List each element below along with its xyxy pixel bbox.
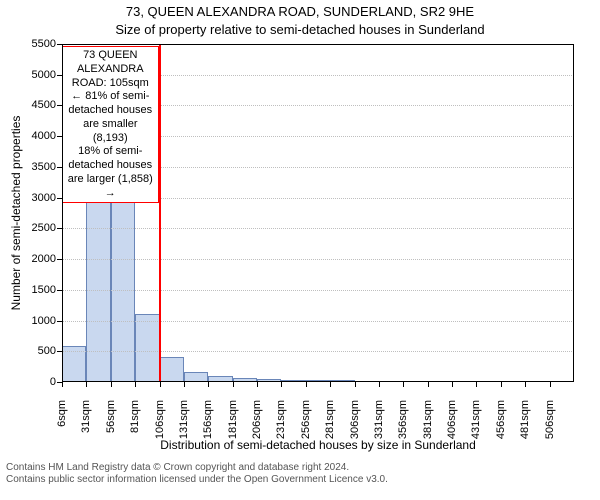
x-tick-mark bbox=[525, 382, 526, 387]
plot-area: 73 QUEEN ALEXANDRA ROAD: 105sqm ← 81% of… bbox=[62, 44, 574, 382]
y-tick-label: 4000 bbox=[32, 130, 62, 142]
x-tick-label: 331sqm bbox=[373, 394, 385, 439]
x-tick-label: 431sqm bbox=[470, 394, 482, 439]
footer-line2: Contains public sector information licen… bbox=[6, 474, 388, 486]
x-tick-label: 506sqm bbox=[544, 394, 556, 439]
y-tick-label: 2000 bbox=[32, 253, 62, 265]
histogram-bar bbox=[281, 380, 305, 382]
callout-line2: ← 81% of semi-detached houses are smalle… bbox=[67, 90, 154, 145]
x-tick-mark bbox=[135, 382, 136, 387]
histogram-bar bbox=[330, 380, 354, 382]
x-tick-mark bbox=[86, 382, 87, 387]
histogram-bar bbox=[233, 378, 257, 382]
histogram-bar bbox=[306, 380, 330, 382]
x-tick-label: 56sqm bbox=[105, 394, 117, 433]
histogram-bar bbox=[208, 376, 232, 382]
x-tick-label: 406sqm bbox=[446, 394, 458, 439]
y-tick-label: 5000 bbox=[32, 69, 62, 81]
x-axis-label: Distribution of semi-detached houses by … bbox=[160, 438, 476, 452]
x-tick-mark bbox=[355, 382, 356, 387]
y-tick-label: 2500 bbox=[32, 222, 62, 234]
x-tick-mark bbox=[184, 382, 185, 387]
y-tick-label: 1000 bbox=[32, 315, 62, 327]
x-tick-mark bbox=[476, 382, 477, 387]
chart-stage: 73, QUEEN ALEXANDRA ROAD, SUNDERLAND, SR… bbox=[0, 0, 600, 500]
y-axis-label: Number of semi-detached properties bbox=[9, 116, 23, 311]
x-tick-label: 81sqm bbox=[129, 394, 141, 433]
gridline bbox=[62, 259, 574, 260]
x-tick-mark bbox=[208, 382, 209, 387]
x-tick-label: 206sqm bbox=[251, 394, 263, 439]
x-tick-mark bbox=[501, 382, 502, 387]
x-tick-mark bbox=[330, 382, 331, 387]
footer-line1: Contains HM Land Registry data © Crown c… bbox=[6, 462, 388, 474]
x-tick-mark bbox=[160, 382, 161, 387]
histogram-bar bbox=[257, 379, 281, 382]
y-tick-label: 0 bbox=[50, 376, 62, 388]
x-tick-label: 381sqm bbox=[422, 394, 434, 439]
y-tick-label: 5500 bbox=[32, 38, 62, 50]
x-tick-mark bbox=[233, 382, 234, 387]
property-size-marker bbox=[159, 44, 161, 382]
x-tick-label: 181sqm bbox=[227, 394, 239, 439]
chart-title-line1: 73, QUEEN ALEXANDRA ROAD, SUNDERLAND, SR… bbox=[0, 4, 600, 19]
x-tick-label: 106sqm bbox=[154, 394, 166, 439]
y-tick-label: 4500 bbox=[32, 99, 62, 111]
x-tick-label: 256sqm bbox=[300, 394, 312, 439]
x-tick-mark bbox=[257, 382, 258, 387]
chart-title-line2: Size of property relative to semi-detach… bbox=[0, 22, 600, 37]
x-tick-label: 481sqm bbox=[519, 394, 531, 439]
x-tick-mark bbox=[111, 382, 112, 387]
callout-line1: 73 QUEEN ALEXANDRA ROAD: 105sqm bbox=[67, 49, 154, 90]
x-tick-label: 306sqm bbox=[349, 394, 361, 439]
gridline bbox=[62, 321, 574, 322]
gridline bbox=[62, 290, 574, 291]
x-tick-label: 281sqm bbox=[324, 394, 336, 439]
x-tick-label: 456sqm bbox=[495, 394, 507, 439]
x-tick-mark bbox=[550, 382, 551, 387]
x-tick-label: 31sqm bbox=[80, 394, 92, 433]
x-tick-mark bbox=[62, 382, 63, 387]
y-tick-label: 3500 bbox=[32, 161, 62, 173]
histogram-bar bbox=[184, 372, 208, 382]
x-tick-label: 356sqm bbox=[397, 394, 409, 439]
x-tick-mark bbox=[281, 382, 282, 387]
x-tick-mark bbox=[403, 382, 404, 387]
histogram-bar bbox=[135, 314, 159, 382]
x-tick-label: 6sqm bbox=[56, 394, 68, 427]
x-tick-mark bbox=[428, 382, 429, 387]
x-tick-label: 156sqm bbox=[202, 394, 214, 439]
footer-attribution: Contains HM Land Registry data © Crown c… bbox=[6, 462, 388, 486]
histogram-bar bbox=[160, 357, 184, 382]
x-tick-mark bbox=[452, 382, 453, 387]
y-tick-label: 3000 bbox=[32, 192, 62, 204]
x-tick-mark bbox=[306, 382, 307, 387]
callout-box: 73 QUEEN ALEXANDRA ROAD: 105sqm ← 81% of… bbox=[62, 46, 159, 203]
x-tick-label: 231sqm bbox=[275, 394, 287, 439]
callout-line3: 18% of semi-detached houses are larger (… bbox=[67, 145, 154, 200]
x-tick-label: 131sqm bbox=[178, 394, 190, 439]
y-tick-label: 1500 bbox=[32, 284, 62, 296]
y-tick-label: 500 bbox=[38, 345, 62, 357]
gridline bbox=[62, 351, 574, 352]
x-tick-mark bbox=[379, 382, 380, 387]
gridline bbox=[62, 228, 574, 229]
